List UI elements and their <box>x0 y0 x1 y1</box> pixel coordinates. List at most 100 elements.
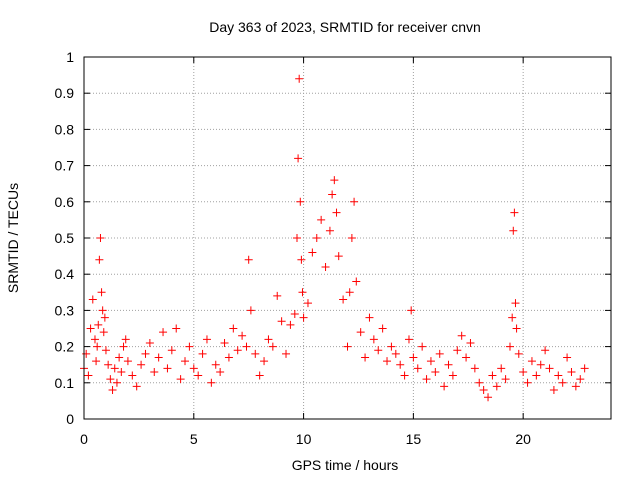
data-point <box>396 360 405 369</box>
data-point <box>202 335 211 344</box>
data-point <box>110 364 119 373</box>
data-point <box>431 367 440 376</box>
x-tick-label: 15 <box>406 431 422 447</box>
data-point <box>328 190 337 199</box>
y-tick-label: 0.2 <box>55 339 75 355</box>
plot-frame <box>83 56 612 420</box>
data-point <box>378 324 387 333</box>
data-point <box>422 375 431 384</box>
data-point <box>453 346 462 355</box>
data-point <box>96 234 105 242</box>
data-point <box>115 353 124 362</box>
data-point <box>296 197 305 206</box>
data-point <box>400 371 409 380</box>
data-point <box>101 346 110 355</box>
data-point <box>497 364 506 373</box>
data-point <box>369 335 378 344</box>
data-point <box>100 313 109 322</box>
data-point <box>545 364 554 373</box>
data-point <box>84 371 93 380</box>
data-point <box>224 353 233 362</box>
data-points <box>80 74 589 402</box>
y-tick-label: 0.8 <box>55 121 75 137</box>
data-point <box>128 371 137 380</box>
data-point <box>312 234 321 242</box>
y-tick-label: 0.5 <box>55 230 75 246</box>
data-point <box>264 335 273 344</box>
axes: 00.10.20.30.40.50.60.70.80.910 5 10 15 20 <box>55 49 612 447</box>
data-point <box>189 364 198 373</box>
data-point <box>567 367 576 376</box>
data-point <box>512 324 521 333</box>
data-point <box>580 364 589 373</box>
data-point <box>86 324 95 333</box>
data-point <box>523 378 532 387</box>
y-tick-label: 0.1 <box>55 375 75 391</box>
data-point <box>185 342 194 351</box>
data-point <box>505 342 514 351</box>
data-point <box>350 197 359 206</box>
y-tick-label: 0.4 <box>55 266 75 282</box>
x-axis-label: GPS time / hours <box>292 457 399 473</box>
data-point <box>123 357 132 366</box>
data-point <box>295 74 304 83</box>
data-point <box>181 357 190 366</box>
data-point <box>93 342 102 351</box>
data-point <box>82 349 91 358</box>
data-point <box>334 252 343 261</box>
data-point <box>541 346 550 355</box>
data-point <box>563 353 572 362</box>
data-point <box>198 349 207 358</box>
data-point <box>150 367 159 376</box>
y-tick-label: 0.7 <box>55 158 75 174</box>
data-point <box>576 375 585 384</box>
x-tick-label: 5 <box>190 431 198 447</box>
data-point <box>554 371 563 380</box>
y-tick-label: 1 <box>66 49 74 65</box>
data-point <box>273 291 282 300</box>
data-point <box>99 328 108 337</box>
data-point <box>448 371 457 380</box>
data-point <box>536 360 545 369</box>
data-point <box>532 371 541 380</box>
data-point <box>233 346 242 355</box>
data-point <box>501 375 510 384</box>
data-point <box>383 357 392 366</box>
data-point <box>303 299 312 308</box>
data-point <box>163 364 172 373</box>
data-point <box>268 342 277 351</box>
data-point <box>488 371 497 380</box>
chart-title: Day 363 of 2023, SRMTID for receiver cnv… <box>209 19 481 35</box>
data-point <box>90 335 99 344</box>
data-point <box>527 357 536 366</box>
data-point <box>479 386 488 395</box>
data-point <box>549 386 558 395</box>
data-point <box>365 313 374 322</box>
data-point <box>282 349 291 358</box>
data-point <box>108 386 117 395</box>
data-point <box>207 378 216 387</box>
data-point <box>137 360 146 369</box>
data-point <box>409 353 418 362</box>
data-point <box>242 342 251 351</box>
data-point <box>292 234 301 242</box>
data-point <box>112 378 121 387</box>
x-tick-label: 20 <box>515 431 531 447</box>
data-point <box>98 306 107 315</box>
data-point <box>470 364 479 373</box>
data-point <box>97 288 106 297</box>
data-point <box>290 310 299 319</box>
data-point <box>426 357 435 366</box>
data-point <box>475 378 484 387</box>
data-point <box>466 338 475 347</box>
data-point <box>244 255 253 264</box>
data-point <box>571 382 580 391</box>
x-tick-label: 0 <box>80 431 88 447</box>
data-point <box>119 342 128 351</box>
data-point <box>220 338 229 347</box>
data-point <box>484 393 493 402</box>
data-point <box>216 367 225 376</box>
y-axis-label: SRMTID / TECUs <box>5 183 21 293</box>
data-point <box>167 346 176 355</box>
